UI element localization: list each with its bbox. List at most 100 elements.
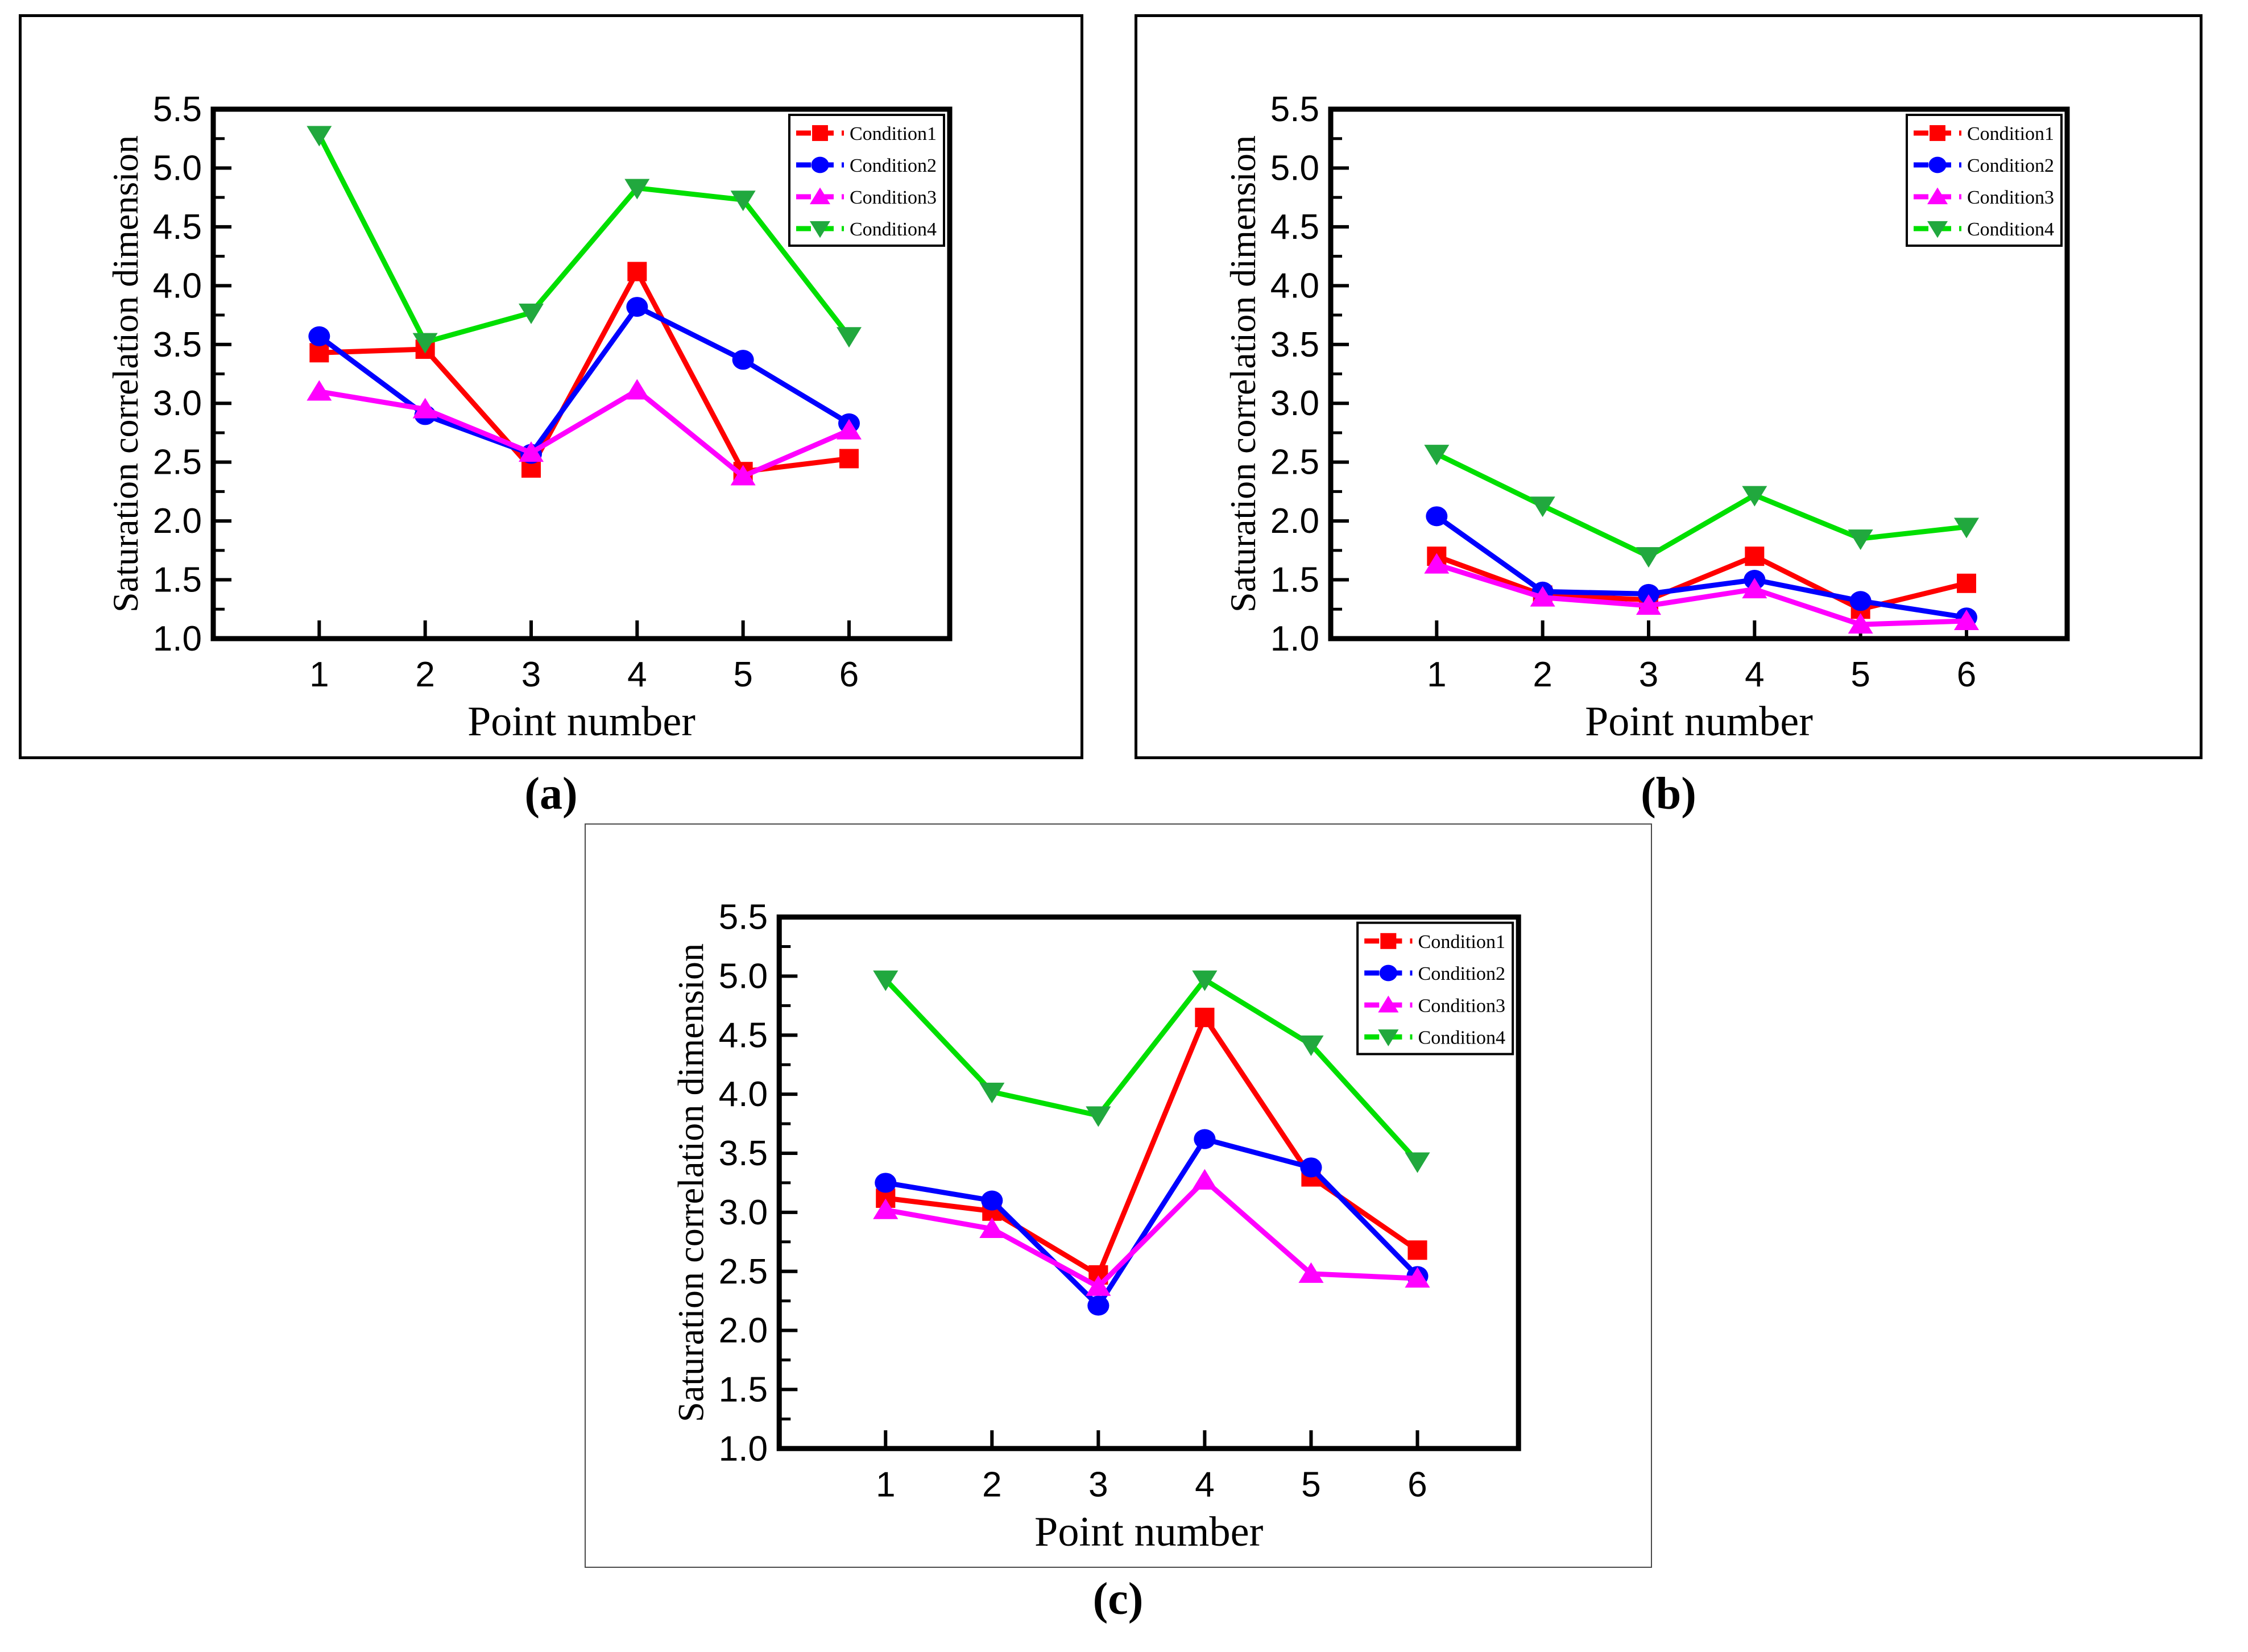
series-condition2-line bbox=[317, 304, 851, 457]
series-condition3-marker bbox=[1953, 609, 1979, 630]
series-condition3-line bbox=[318, 387, 850, 479]
x-tick-label: 2 bbox=[415, 655, 434, 694]
series-condition2-marker bbox=[875, 1173, 897, 1193]
legend-circle-marker bbox=[811, 156, 829, 173]
series-condition2-marker bbox=[1300, 1157, 1322, 1178]
series-condition1-line bbox=[1435, 553, 1968, 612]
y-tick-label: 2.0 bbox=[153, 502, 202, 541]
caption-c: (c) bbox=[1092, 1574, 1144, 1624]
x-axis-title: Point number bbox=[467, 698, 695, 745]
x-tick-label: 1 bbox=[309, 655, 329, 694]
series-condition2-marker bbox=[732, 350, 754, 370]
legend-circle-marker bbox=[1379, 964, 1397, 982]
series-condition4-marker bbox=[1192, 970, 1218, 991]
series-condition3-marker bbox=[518, 441, 544, 462]
series-condition1-marker bbox=[309, 343, 329, 363]
series-condition4-marker bbox=[1636, 547, 1661, 568]
y-tick-label: 5.5 bbox=[719, 898, 768, 937]
y-tick-label: 4.0 bbox=[719, 1075, 768, 1114]
series-condition1-marker bbox=[1407, 1240, 1427, 1260]
series-condition3-marker bbox=[1636, 594, 1661, 615]
plot-frame bbox=[776, 914, 1521, 1451]
legend-triangle-down-marker bbox=[809, 221, 831, 238]
series-condition4-marker bbox=[1848, 529, 1873, 550]
x-tick-label: 6 bbox=[1407, 1465, 1427, 1505]
series-condition3-marker bbox=[979, 1217, 1005, 1238]
x-axis-title: Point number bbox=[1585, 698, 1813, 745]
series-condition4-marker bbox=[518, 303, 544, 324]
legend-label: Condition2 bbox=[850, 155, 937, 176]
y-tick-label: 4.0 bbox=[153, 266, 202, 305]
x-tick-label: 5 bbox=[733, 655, 752, 694]
series-condition3-marker bbox=[624, 379, 650, 400]
series-condition3-marker bbox=[1530, 586, 1555, 607]
series-condition1-marker bbox=[1956, 573, 1976, 593]
y-tick-label: 4.0 bbox=[1270, 266, 1319, 305]
series-condition2-marker bbox=[1637, 583, 1659, 604]
x-tick-label: 3 bbox=[1639, 655, 1658, 694]
y-tick-label: 5.5 bbox=[153, 90, 202, 129]
x-axis-title: Point number bbox=[1034, 1509, 1264, 1555]
series-condition2-line bbox=[1435, 514, 1967, 620]
x-tick-label: 2 bbox=[1533, 655, 1552, 694]
y-tick-label: 5.0 bbox=[719, 957, 768, 996]
panel-c: 1.0 1.5 2.0 2.5 3.0 3.5 4.0 4.5 5.0 5.5 1 2 3 4 5 6 Poin… bbox=[585, 823, 1652, 1568]
chart-b-svg: 1.0 1.5 2.0 2.5 3.0 3.5 4.0 4.5 5.0 5.5 1 2 3 4 5 6 Poin… bbox=[1223, 90, 2070, 745]
series-condition2-marker bbox=[1426, 506, 1448, 527]
legend-label: Condition1 bbox=[1418, 931, 1506, 953]
y-tick-label: 2.0 bbox=[1270, 502, 1319, 541]
y-tick-label: 1.0 bbox=[1270, 619, 1319, 659]
y-axis-title: Saturation correlation dimension bbox=[105, 135, 146, 612]
y-tick-label: 3.5 bbox=[1270, 325, 1319, 365]
series-condition1-marker bbox=[839, 449, 859, 469]
y-tick-label: 4.5 bbox=[719, 1016, 768, 1055]
series-condition3-marker bbox=[836, 419, 862, 440]
legend-label: Condition3 bbox=[1967, 187, 2054, 208]
y-axis-title: Saturation correlation dimension bbox=[671, 943, 711, 1422]
series-condition4-marker bbox=[1298, 1035, 1324, 1056]
legend-triangle-down-marker bbox=[1378, 1029, 1399, 1046]
series-condition3-marker bbox=[1742, 578, 1767, 599]
series-condition3-marker bbox=[307, 380, 332, 401]
series-condition4-marker bbox=[624, 179, 650, 200]
series-condition4-marker bbox=[836, 327, 862, 348]
series-condition4-marker bbox=[1086, 1106, 1111, 1127]
panel-a: 1.0 1.5 2.0 2.5 3.0 3.5 4.0 4.5 5.0 5.5 1 2 3 4 5 6 Poin… bbox=[19, 14, 1083, 759]
series-condition3-line bbox=[885, 1178, 1418, 1290]
series-condition3-marker bbox=[1192, 1169, 1218, 1190]
y-tick-label: 4.5 bbox=[1270, 208, 1319, 247]
y-tick-label: 2.5 bbox=[719, 1252, 768, 1291]
series-condition3-marker bbox=[1298, 1262, 1324, 1283]
y-tick-label: 3.0 bbox=[1270, 384, 1319, 423]
y-tick-label: 1.5 bbox=[1270, 561, 1319, 600]
series-condition2-line bbox=[885, 1136, 1419, 1309]
legend-circle-marker bbox=[1928, 156, 1947, 173]
y-tick-label: 5.0 bbox=[153, 148, 202, 188]
legend-square-marker bbox=[1380, 933, 1397, 949]
series-condition4-marker bbox=[1424, 445, 1450, 466]
legend-triangle-up-marker bbox=[1927, 187, 1948, 205]
y-tick-label: 1.0 bbox=[719, 1429, 768, 1468]
legend-label: Condition3 bbox=[850, 187, 937, 208]
series-condition2-marker bbox=[626, 297, 648, 317]
legend-label: Condition2 bbox=[1967, 155, 2054, 176]
legend-label: Condition4 bbox=[850, 219, 937, 240]
series-condition2-marker bbox=[1087, 1295, 1109, 1316]
series-condition4-marker bbox=[307, 126, 332, 147]
series-condition1-line bbox=[319, 269, 850, 474]
series-condition4-marker bbox=[873, 970, 899, 991]
y-tick-label: 3.5 bbox=[153, 325, 202, 365]
x-tick-label: 1 bbox=[1427, 655, 1446, 694]
x-tick-label: 3 bbox=[521, 655, 541, 694]
y-tick-label: 1.5 bbox=[719, 1370, 768, 1409]
x-tick-label: 4 bbox=[1195, 1465, 1215, 1505]
series-condition3-marker bbox=[1424, 553, 1450, 574]
y-tick-label: 5.5 bbox=[1270, 90, 1319, 129]
caption-a: (a) bbox=[524, 769, 578, 819]
x-tick-label: 1 bbox=[876, 1465, 896, 1505]
y-tick-label: 1.0 bbox=[153, 619, 202, 659]
series-condition1-marker bbox=[1195, 1008, 1215, 1028]
legend-label: Condition1 bbox=[1967, 123, 2054, 144]
series-condition3-marker bbox=[1848, 613, 1873, 634]
